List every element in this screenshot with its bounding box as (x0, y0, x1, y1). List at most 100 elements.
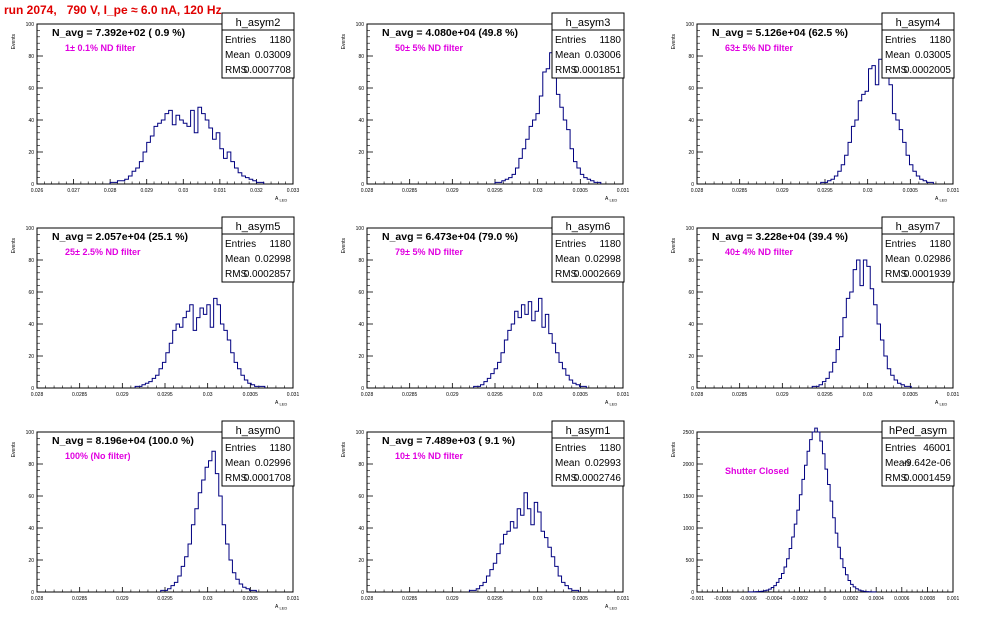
n-avg-label: N_avg = 5.126e+04 (62.5 %) (712, 27, 848, 39)
x-axis-label: A LED (275, 400, 287, 407)
histogram-series (747, 427, 877, 593)
y-tick-label: 60 (28, 86, 34, 92)
x-tick-label: 0.03 (178, 188, 188, 194)
y-tick-label: 100 (26, 430, 35, 436)
x-tick-label: 0.001 (947, 596, 960, 602)
y-tick-label: 80 (28, 54, 34, 60)
stats-value: 0.02998 (255, 254, 292, 265)
y-tick-label: 80 (358, 54, 364, 60)
stats-label: RMS (555, 473, 578, 484)
x-tick-label: 0.029 (446, 596, 459, 602)
stats-title: hPed_asym (889, 425, 947, 437)
n-avg-label: N_avg = 8.196e+04 (100.0 %) (52, 435, 194, 447)
stats-value: 0.03005 (915, 50, 952, 61)
x-tick-label: 0.0295 (487, 188, 503, 194)
y-tick-label: 20 (358, 558, 364, 564)
x-tick-label: -0.0008 (714, 596, 731, 602)
stats-label: Entries (555, 443, 586, 454)
stats-box (881, 216, 955, 283)
x-tick-label: 0.0006 (894, 596, 910, 602)
y-axis-label: Events (671, 238, 677, 254)
x-axis-label: A LED (275, 604, 287, 611)
x-tick-label: 0.03 (203, 596, 213, 602)
y-tick-label: 100 (356, 226, 365, 232)
stats-label: Entries (885, 35, 916, 46)
x-axis-label: A LED (605, 604, 617, 611)
y-tick-label: 100 (356, 430, 365, 436)
y-tick-label: 2500 (683, 430, 694, 436)
x-tick-label: -0.0006 (740, 596, 757, 602)
y-tick-label: 80 (688, 54, 694, 60)
x-tick-label: 0.03 (203, 392, 213, 398)
x-axis-label: A LED (275, 196, 287, 203)
plot-frame (36, 23, 294, 185)
filter-note: 40± 4% ND filter (725, 247, 793, 257)
histogram-series (811, 259, 912, 388)
n-avg-label: N_avg = 4.080e+04 (49.8 %) (382, 27, 518, 39)
x-tick-label: 0.0295 (157, 596, 173, 602)
histogram-series (494, 52, 602, 184)
x-tick-label: 0 (824, 596, 827, 602)
stats-label: RMS (225, 473, 248, 484)
stats-title: h_asym1 (566, 425, 611, 437)
x-tick-label: 0.031 (947, 188, 960, 194)
y-axis-label: Events (341, 442, 347, 458)
histogram-series (468, 492, 580, 592)
stats-value: 0.03006 (585, 50, 622, 61)
x-tick-label: 0.029 (776, 188, 789, 194)
y-tick-label: 0 (361, 386, 364, 392)
y-tick-label: 40 (28, 322, 34, 328)
y-tick-label: 40 (358, 322, 364, 328)
y-tick-label: 40 (358, 526, 364, 532)
stats-value: 1180 (599, 35, 621, 46)
y-tick-label: 2000 (683, 462, 694, 468)
x-tick-label: 0.0285 (732, 188, 748, 194)
stats-label: Entries (225, 239, 256, 250)
stats-value: 0.0001708 (244, 473, 292, 484)
y-tick-label: 20 (28, 558, 34, 564)
y-tick-label: 100 (686, 22, 695, 28)
stats-label: Entries (225, 35, 256, 46)
x-tick-label: 0.031 (617, 392, 630, 398)
stats-value: 0.0002005 (904, 65, 952, 76)
stats-label: Mean (885, 254, 910, 265)
filter-note: Shutter Closed (725, 466, 789, 476)
x-tick-label: -0.0002 (791, 596, 808, 602)
y-tick-label: 60 (688, 86, 694, 92)
y-tick-label: 0 (361, 182, 364, 188)
y-tick-label: 0 (31, 590, 34, 596)
stats-label: RMS (885, 65, 908, 76)
filter-note: 50± 5% ND filter (395, 43, 463, 53)
stats-value: 1180 (599, 239, 621, 250)
stats-value: 1180 (269, 443, 291, 454)
x-tick-label: 0.028 (691, 188, 704, 194)
stats-label: Entries (885, 443, 916, 454)
x-tick-label: 0.0305 (243, 596, 259, 602)
x-tick-label: 0.0285 (402, 392, 418, 398)
x-tick-label: 0.03 (533, 596, 543, 602)
x-tick-label: 0.027 (67, 188, 80, 194)
y-axis-label: Events (341, 34, 347, 50)
stats-value: 0.03009 (255, 50, 292, 61)
stats-title: h_asym0 (236, 425, 281, 437)
stats-box (221, 12, 295, 79)
x-tick-label: 0.029 (140, 188, 153, 194)
y-tick-label: 20 (28, 354, 34, 360)
stats-label: Mean (225, 254, 250, 265)
histogram-series (473, 297, 587, 388)
x-tick-label: 0.026 (31, 188, 44, 194)
x-tick-label: 0.028 (361, 596, 374, 602)
stats-box (221, 420, 295, 487)
stats-label: Entries (555, 35, 586, 46)
x-tick-label: 0.0305 (903, 392, 919, 398)
y-tick-label: 20 (358, 150, 364, 156)
x-tick-label: 0.0295 (487, 392, 503, 398)
x-axis-label: A LED (935, 400, 947, 407)
stats-value: 0.02986 (915, 254, 952, 265)
stats-value: 1180 (929, 239, 951, 250)
x-tick-label: 0.0008 (920, 596, 936, 602)
y-tick-label: 60 (358, 494, 364, 500)
histogram-series (134, 297, 266, 388)
y-tick-label: 100 (686, 226, 695, 232)
x-tick-label: 0.032 (250, 188, 263, 194)
